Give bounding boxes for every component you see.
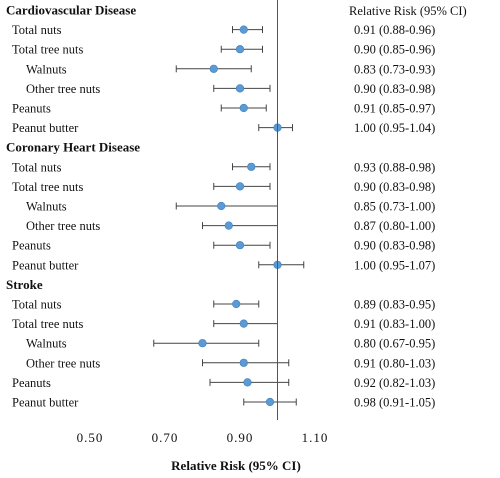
rr-value: 1.00 (0.95-1.07) [354, 258, 435, 272]
column-header: Relative Risk (95% CI) [349, 4, 467, 18]
row-label: Total nuts [12, 23, 62, 37]
row-label: Peanut butter [12, 396, 79, 410]
point-estimate [239, 103, 248, 113]
row-label: Walnuts [26, 62, 67, 76]
plot-rows: Cardiovascular Disease Total nuts 0.91 (0.… [6, 3, 435, 410]
row-label: Peanuts [12, 239, 51, 253]
point-estimate [247, 162, 256, 171]
rr-value: 0.91 (0.80-1.03) [354, 356, 435, 370]
group-label: Stroke [6, 277, 43, 292]
rr-value: 0.98 (0.91-1.05) [354, 396, 435, 410]
point-estimate [235, 84, 245, 93]
group-label: Coronary Heart Disease [6, 140, 140, 155]
point-estimate [209, 64, 218, 73]
row-label: Total tree nuts [12, 180, 83, 194]
rr-value: 1.00 (0.95-1.04) [354, 121, 435, 135]
point-estimate [239, 358, 248, 367]
x-tick-label: 0.70 [152, 430, 179, 445]
row-label: Total nuts [12, 160, 62, 174]
row-label: Total nuts [12, 298, 62, 312]
row-label: Total tree nuts [12, 317, 83, 331]
rr-value: 0.91 (0.88-0.96) [354, 23, 435, 37]
point-estimate [235, 182, 245, 191]
point-estimate [235, 45, 245, 54]
rr-value: 0.90 (0.85-0.96) [354, 43, 435, 57]
row-label: Other tree nuts [26, 356, 100, 370]
row-label: Other tree nuts [26, 219, 100, 233]
point-estimate [232, 299, 241, 309]
x-tick-label: 0.90 [227, 430, 254, 445]
row-label: Peanut butter [12, 121, 79, 135]
row-label: Walnuts [26, 337, 67, 351]
rr-value: 0.80 (0.67-0.95) [354, 337, 435, 351]
point-estimate [217, 201, 226, 211]
rr-value: 0.90 (0.83-0.98) [354, 239, 435, 253]
point-estimate [224, 221, 233, 230]
point-estimate [198, 339, 207, 348]
rr-value: 0.91 (0.85-0.97) [354, 102, 435, 116]
rr-value: 0.90 (0.83-0.98) [354, 180, 435, 194]
rr-value: 0.89 (0.83-0.95) [354, 298, 435, 312]
rr-value: 0.91 (0.83-1.00) [354, 317, 435, 331]
rr-value: 0.83 (0.73-0.93) [354, 62, 435, 76]
x-axis-label: Relative Risk (95% CI) [171, 458, 301, 473]
rr-value: 0.92 (0.82-1.03) [354, 376, 435, 390]
row-label: Walnuts [26, 200, 67, 214]
rr-value: 0.87 (0.80-1.00) [354, 219, 435, 233]
rr-value: 0.93 (0.88-0.98) [354, 160, 435, 174]
row-label: Total tree nuts [12, 43, 83, 57]
point-estimate [235, 241, 245, 250]
point-estimate [243, 378, 252, 387]
row-label: Peanuts [12, 376, 51, 390]
x-tick-label: 0.50 [77, 430, 104, 445]
point-estimate [265, 397, 275, 407]
row-label: Peanut butter [12, 258, 79, 272]
point-estimate [239, 319, 248, 328]
group-label: Cardiovascular Disease [6, 3, 136, 18]
row-label: Other tree nuts [26, 82, 100, 96]
point-estimate [239, 25, 248, 34]
row-label: Peanuts [12, 102, 51, 116]
x-tick-label: 1.10 [302, 430, 329, 445]
x-axis-ticks: 0.50 0.70 0.90 1.10 [77, 430, 329, 445]
rr-value: 0.85 (0.73-1.00) [354, 200, 435, 214]
rr-value: 0.90 (0.83-0.98) [354, 82, 435, 96]
